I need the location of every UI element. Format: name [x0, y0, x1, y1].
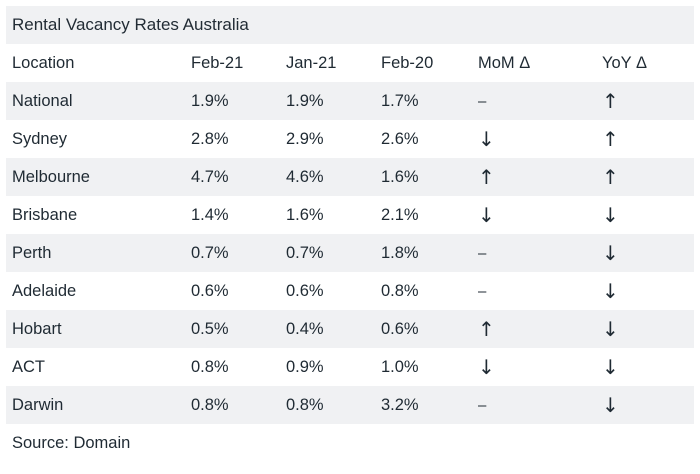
- feb20-cell: 0.6%: [381, 319, 419, 338]
- feb21-cell: 0.6%: [191, 281, 229, 300]
- mom-change-cell: –: [478, 92, 487, 110]
- mom-change-cell: ↑: [478, 317, 495, 341]
- mom-change-cell: ↓: [478, 355, 495, 379]
- table-row: Sydney 2.8% 2.9% 2.6% ↓ ↑: [6, 120, 694, 158]
- location-cell: Darwin: [12, 395, 64, 414]
- location-cell: ACT: [12, 357, 45, 376]
- mom-change-cell: –: [478, 396, 487, 414]
- mom-change-cell: –: [478, 244, 487, 262]
- column-header-jan21: Jan-21: [286, 53, 337, 72]
- yoy-change-cell: ↓: [602, 393, 619, 417]
- yoy-change-cell: ↑: [602, 127, 619, 151]
- mom-change-cell: ↑: [478, 165, 495, 189]
- vacancy-table: Location Feb-21 Jan-21 Feb-20 MoM Δ YoY …: [6, 44, 694, 424]
- location-cell: National: [12, 91, 73, 110]
- jan21-cell: 2.9%: [286, 129, 324, 148]
- jan21-cell: 0.7%: [286, 243, 324, 262]
- feb21-cell: 0.7%: [191, 243, 229, 262]
- table-row: Melbourne 4.7% 4.6% 1.6% ↑ ↑: [6, 158, 694, 196]
- location-cell: Melbourne: [12, 167, 90, 186]
- table-row: ACT 0.8% 0.9% 1.0% ↓ ↓: [6, 348, 694, 386]
- column-header-yoy: YoY Δ: [602, 53, 647, 72]
- location-cell: Hobart: [12, 319, 62, 338]
- feb21-cell: 0.8%: [191, 395, 229, 414]
- feb20-cell: 2.1%: [381, 205, 419, 224]
- source-note: Source: Domain: [12, 433, 131, 452]
- feb20-cell: 1.6%: [381, 167, 419, 186]
- feb20-cell: 0.8%: [381, 281, 419, 300]
- column-header-mom: MoM Δ: [478, 53, 531, 72]
- table-row: National 1.9% 1.9% 1.7% – ↑: [6, 82, 694, 120]
- jan21-cell: 0.4%: [286, 319, 324, 338]
- location-cell: Perth: [12, 243, 52, 262]
- feb21-cell: 1.9%: [191, 91, 229, 110]
- header-row: Location Feb-21 Jan-21 Feb-20 MoM Δ YoY …: [6, 44, 694, 82]
- yoy-change-cell: ↓: [602, 355, 619, 379]
- feb21-cell: 0.8%: [191, 357, 229, 376]
- yoy-change-cell: ↓: [602, 203, 619, 227]
- table-row: Perth 0.7% 0.7% 1.8% – ↓: [6, 234, 694, 272]
- yoy-change-cell: ↑: [602, 89, 619, 113]
- feb21-cell: 4.7%: [191, 167, 229, 186]
- column-header-feb20: Feb-20: [381, 53, 434, 72]
- yoy-change-cell: ↓: [602, 279, 619, 303]
- jan21-cell: 4.6%: [286, 167, 324, 186]
- table-row: Darwin 0.8% 0.8% 3.2% – ↓: [6, 386, 694, 424]
- table-row: Hobart 0.5% 0.4% 0.6% ↑ ↓: [6, 310, 694, 348]
- table-body: National 1.9% 1.9% 1.7% – ↑ Sydney 2.8% 2.9% 2.6%…: [6, 82, 694, 424]
- yoy-change-cell: ↓: [602, 241, 619, 265]
- jan21-cell: 0.8%: [286, 395, 324, 414]
- vacancy-table-widget: Rental Vacancy Rates Australia Location …: [6, 0, 694, 462]
- feb21-cell: 2.8%: [191, 129, 229, 148]
- location-cell: Adelaide: [12, 281, 77, 300]
- jan21-cell: 1.6%: [286, 205, 324, 224]
- jan21-cell: 1.9%: [286, 91, 324, 110]
- mom-change-cell: –: [478, 282, 487, 300]
- yoy-change-cell: ↓: [602, 317, 619, 341]
- jan21-cell: 0.9%: [286, 357, 324, 376]
- feb20-cell: 1.7%: [381, 91, 419, 110]
- feb21-cell: 1.4%: [191, 205, 229, 224]
- mom-change-cell: ↓: [478, 203, 495, 227]
- feb20-cell: 1.0%: [381, 357, 419, 376]
- table-row: Adelaide 0.6% 0.6% 0.8% – ↓: [6, 272, 694, 310]
- column-header-feb21: Feb-21: [191, 53, 244, 72]
- table-title: Rental Vacancy Rates Australia: [6, 6, 694, 44]
- feb20-cell: 3.2%: [381, 395, 419, 414]
- yoy-change-cell: ↑: [602, 165, 619, 189]
- column-header-location: Location: [12, 53, 75, 72]
- jan21-cell: 0.6%: [286, 281, 324, 300]
- table-header: Location Feb-21 Jan-21 Feb-20 MoM Δ YoY …: [6, 44, 694, 82]
- table-row: Brisbane 1.4% 1.6% 2.1% ↓ ↓: [6, 196, 694, 234]
- feb20-cell: 1.8%: [381, 243, 419, 262]
- feb21-cell: 0.5%: [191, 319, 229, 338]
- location-cell: Sydney: [12, 129, 68, 148]
- mom-change-cell: ↓: [478, 127, 495, 151]
- location-cell: Brisbane: [12, 205, 78, 224]
- feb20-cell: 2.6%: [381, 129, 419, 148]
